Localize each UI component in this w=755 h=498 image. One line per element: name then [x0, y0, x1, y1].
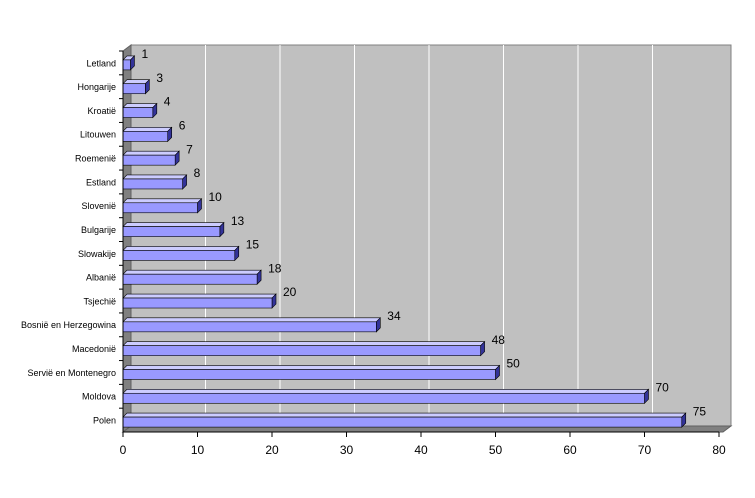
data-label: 10 [209, 190, 223, 204]
data-label: 4 [164, 95, 171, 109]
bar [122, 250, 236, 261]
x-tick-label: 0 [120, 443, 127, 457]
x-tick-label: 60 [563, 443, 577, 457]
x-tick-label: 10 [191, 443, 205, 457]
bar [122, 83, 146, 95]
bar [122, 107, 154, 118]
bar-top [122, 269, 262, 275]
y-tick-label: Kroatië [87, 106, 116, 116]
data-label: 3 [156, 71, 163, 85]
data-label: 6 [179, 119, 186, 133]
bar-top [122, 293, 277, 299]
bar [122, 131, 169, 142]
bar-top [122, 222, 225, 227]
x-tick-label: 30 [340, 443, 354, 457]
y-tick-label: Bosnië en Herzegowina [21, 320, 116, 330]
y-tick-label: Roemenië [75, 154, 116, 164]
data-label: 7 [186, 142, 193, 156]
bar [122, 178, 183, 190]
bar [122, 59, 131, 71]
bar-top [122, 174, 188, 180]
y-tick-label: Macedonië [72, 344, 116, 354]
data-label: 75 [693, 404, 707, 418]
data-label: 18 [268, 261, 282, 275]
data-label: 15 [246, 238, 260, 252]
y-tick-label: Litouwen [80, 130, 116, 140]
bar-top [122, 365, 501, 370]
bar-top [122, 79, 151, 85]
y-tick-label: Servië en Montenegro [27, 368, 116, 378]
bar [122, 416, 683, 428]
data-label: 48 [492, 333, 506, 347]
bar-top [122, 388, 650, 394]
y-tick-label: Bulgarije [81, 225, 116, 235]
data-label: 13 [231, 214, 245, 228]
data-label: 50 [507, 357, 521, 371]
bar-top [122, 317, 382, 323]
y-tick-label: Tsjechië [83, 296, 116, 306]
data-label: 20 [283, 285, 297, 299]
bars [122, 55, 687, 428]
data-label: 8 [194, 166, 201, 180]
bar-top [122, 341, 486, 346]
bar [122, 202, 198, 214]
bar [122, 392, 645, 404]
y-tick-label: Moldova [82, 392, 116, 402]
y-tick-label: Estland [86, 177, 116, 187]
bar-top [122, 103, 158, 108]
data-label: 70 [656, 380, 670, 394]
x-tick-label: 50 [489, 443, 503, 457]
bar [122, 321, 377, 333]
y-tick-label: Letland [86, 58, 116, 68]
y-tick-label: Hongarije [77, 82, 116, 92]
data-label: 1 [141, 47, 148, 61]
x-tick-label: 40 [414, 443, 428, 457]
y-tick-label: Slowakije [78, 249, 116, 259]
bar-top [122, 198, 203, 204]
bar [122, 273, 258, 285]
bar-top [122, 127, 173, 132]
x-tick-label: 70 [638, 443, 652, 457]
bar [122, 154, 176, 166]
bar [122, 297, 273, 309]
bar [122, 369, 496, 380]
y-tick-label: Slovenië [81, 201, 116, 211]
bar-top [122, 246, 240, 251]
bar-top [122, 150, 180, 156]
bar [122, 345, 481, 356]
x-tick-label: 80 [712, 443, 726, 457]
bar-top [122, 412, 687, 418]
y-tick-label: Polen [93, 415, 116, 425]
data-label: 34 [387, 309, 401, 323]
y-tick-label: Albanië [86, 273, 116, 283]
bar [122, 226, 221, 237]
x-tick-label: 20 [265, 443, 279, 457]
